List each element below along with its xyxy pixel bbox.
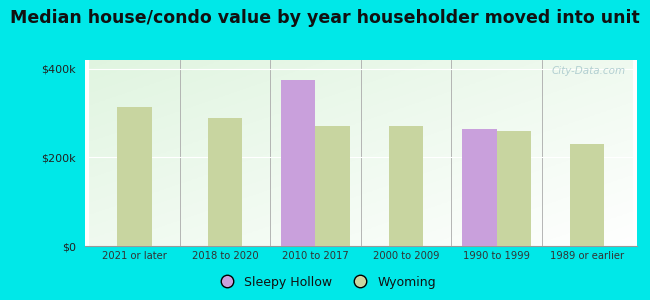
Bar	[117, 106, 151, 246]
Text: Median house/condo value by year householder moved into unit: Median house/condo value by year househo…	[10, 9, 640, 27]
Bar	[281, 80, 315, 246]
Bar	[208, 118, 242, 246]
Bar	[315, 126, 350, 246]
Text: City-Data.com: City-Data.com	[552, 66, 626, 76]
Bar	[462, 129, 497, 246]
Bar	[570, 144, 604, 246]
Bar	[389, 126, 423, 246]
Legend: Sleepy Hollow, Wyoming: Sleepy Hollow, Wyoming	[209, 271, 441, 294]
Bar	[497, 131, 531, 246]
